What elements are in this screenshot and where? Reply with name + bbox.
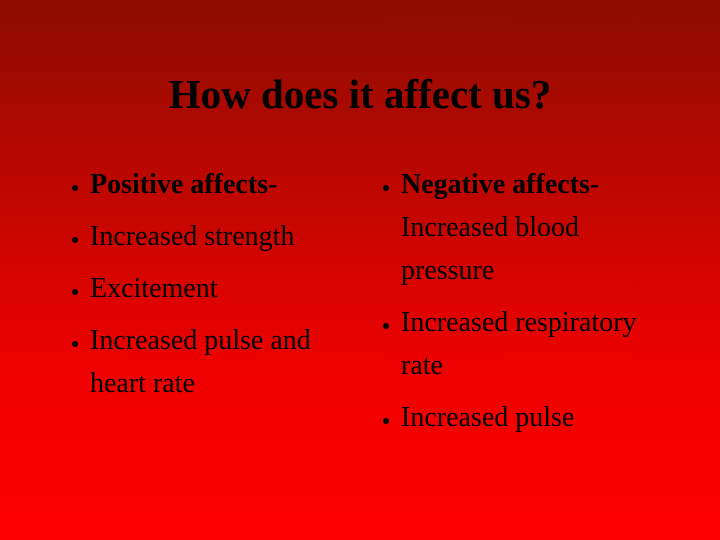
bullet-list: Positive affects- Increased strength Excit…: [62, 163, 318, 414]
bullet-text: Increased pulse and heart rate: [90, 325, 311, 399]
bullet-item: Positive affects-: [90, 163, 318, 206]
bullet-lead: Positive affects-: [90, 169, 278, 200]
bullet-item: Excitement: [90, 267, 318, 310]
bullet-item: Increased strength: [90, 215, 318, 258]
slide-title: How does it affect us?: [168, 71, 552, 117]
bullet-item: Increased respiratory rate: [401, 301, 641, 387]
bullet-text: Excitement: [90, 273, 218, 304]
bullet-text: Increased respiratory rate: [401, 307, 637, 381]
bullet-list: Negative affects- Increased blood pressu…: [373, 163, 641, 448]
bullet-item: Negative affects- Increased blood pressu…: [401, 163, 641, 292]
bullet-item: Increased pulse: [401, 396, 641, 439]
bullet-text: Increased strength: [90, 221, 295, 252]
bullet-lead: Negative affects-: [401, 169, 600, 200]
bullet-text: Increased blood pressure: [401, 212, 580, 286]
bullet-text: Increased pulse: [401, 402, 575, 433]
bullet-item: Increased pulse and heart rate: [90, 319, 318, 405]
